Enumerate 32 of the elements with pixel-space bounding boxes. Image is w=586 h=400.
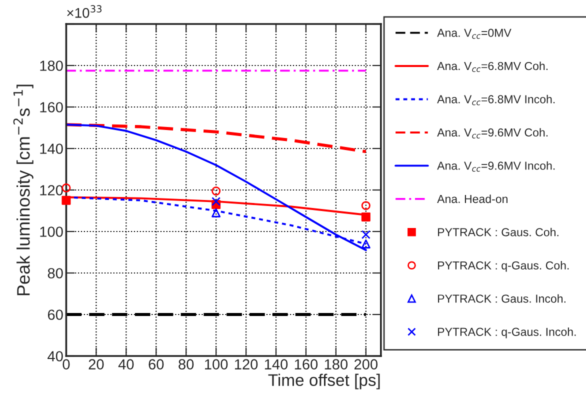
y-tick-label: 180 bbox=[40, 60, 63, 71]
y-tick-label: 80 bbox=[48, 268, 63, 278]
x-tick-label: 80 bbox=[178, 359, 194, 370]
y-tick-label: 120 bbox=[40, 185, 63, 196]
y-tick-label: 60 bbox=[48, 310, 63, 320]
legend-label: PYTRACK : Gaus. Incoh. bbox=[438, 294, 566, 303]
y-tick-label: 100 bbox=[40, 226, 63, 237]
x-tick-label: 140 bbox=[264, 359, 288, 370]
legend-label: Ana. V$_{cc}$=6.8MV Coh. bbox=[437, 62, 548, 72]
x-tick-label: 100 bbox=[205, 359, 228, 370]
y-tick-label: 140 bbox=[40, 144, 63, 154]
legend-label: Ana. V$_{cc}$=6.8MV Incoh. bbox=[437, 94, 555, 106]
y-tick-label: 40 bbox=[48, 351, 63, 362]
x-tick-label: 120 bbox=[234, 359, 258, 370]
legend-label: Ana. Head-on bbox=[437, 194, 508, 204]
x-tick-label: 60 bbox=[148, 359, 164, 370]
legend-label: Ana. V$_{cc}$=0MV bbox=[437, 28, 512, 39]
x-tick-label: 20 bbox=[88, 359, 104, 370]
legend-label: Ana. V$_{cc}$=9.6MV Coh. bbox=[437, 128, 548, 138]
legend-label: PYTRACK : q-Gaus. Coh. bbox=[438, 261, 569, 272]
x-tick-label: 40 bbox=[118, 359, 134, 370]
x-tick-label: 180 bbox=[324, 359, 348, 370]
x-tick-label: 200 bbox=[354, 359, 378, 370]
x-axis-title: Time offset [ps] bbox=[268, 374, 380, 390]
x-tick-label: 160 bbox=[294, 359, 318, 370]
y-axis-title: Peak luminosity [cm$^{−2}$s$^{−1}$] bbox=[13, 84, 34, 296]
text: ×10$^{33}$ bbox=[67, 5, 102, 18]
legend-label: Ana. V$_{cc}$=9.6MV Incoh. bbox=[437, 161, 555, 172]
x-tick-label: 0 bbox=[62, 359, 70, 370]
legend-label: PYTRACK : Gaus. Coh. bbox=[438, 228, 558, 236]
legend-label: PYTRACK : q-Gaus. Incoh. bbox=[438, 328, 576, 338]
y-tick-label: 160 bbox=[40, 102, 63, 112]
